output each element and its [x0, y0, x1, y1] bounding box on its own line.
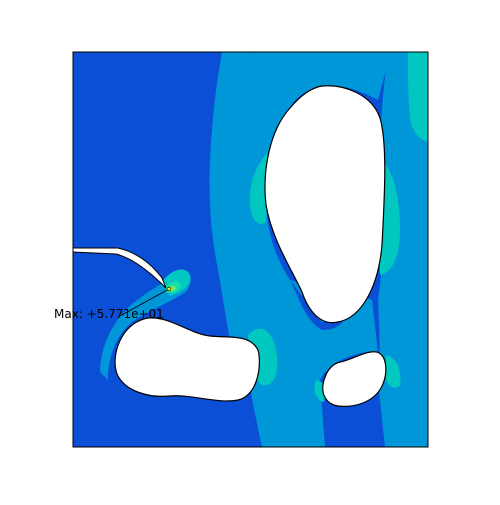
contour-band-left-notch: [100, 270, 191, 380]
max-point-marker: [166, 286, 172, 292]
large-hole: [264, 85, 386, 324]
contour-hotspot-top-right: [408, 52, 428, 142]
contour-band-right: [378, 52, 428, 447]
contour-band-top: [250, 52, 390, 108]
contour-field: [73, 52, 428, 447]
max-label: Max: +5.771e+01: [54, 307, 164, 321]
contour-hotspot-left-of-hole: [249, 152, 268, 225]
max-leader-line: [119, 288, 170, 317]
contour-hotspot-small-hole: [386, 355, 401, 388]
plate-outline: [72, 51, 429, 448]
small-hole: [322, 351, 387, 407]
left-hole: [114, 317, 260, 402]
crack-notch: [73, 247, 167, 289]
